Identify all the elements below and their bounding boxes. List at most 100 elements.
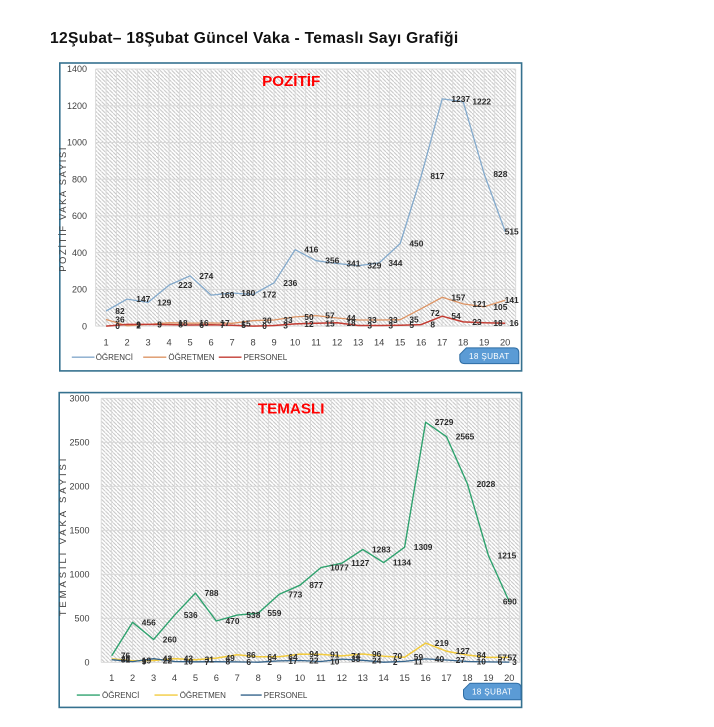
svg-text:6: 6 [246, 657, 251, 667]
svg-text:1500: 1500 [69, 526, 89, 536]
svg-text:470: 470 [226, 616, 240, 626]
svg-text:9: 9 [277, 673, 282, 683]
svg-text:2028: 2028 [477, 479, 496, 489]
svg-text:7: 7 [235, 673, 240, 683]
svg-text:1309: 1309 [414, 542, 433, 552]
svg-text:6: 6 [199, 320, 204, 330]
svg-text:356: 356 [325, 256, 339, 266]
svg-text:147: 147 [136, 294, 150, 304]
svg-text:16: 16 [420, 673, 430, 683]
svg-text:3: 3 [151, 673, 156, 683]
svg-text:2: 2 [393, 657, 398, 667]
svg-text:1237: 1237 [451, 94, 470, 104]
svg-text:22: 22 [163, 656, 173, 666]
svg-text:8: 8 [178, 320, 183, 330]
svg-text:11: 11 [414, 656, 423, 666]
svg-text:19: 19 [479, 338, 489, 348]
svg-text:20: 20 [504, 673, 514, 683]
svg-text:POZİTİF: POZİTİF [262, 73, 320, 90]
svg-text:10: 10 [330, 657, 340, 667]
svg-text:24: 24 [372, 655, 382, 665]
svg-text:800: 800 [72, 174, 87, 184]
svg-text:260: 260 [163, 635, 177, 645]
svg-text:ÖĞRETMEN: ÖĞRETMEN [168, 353, 214, 362]
svg-text:180: 180 [241, 288, 255, 298]
svg-text:172: 172 [262, 290, 276, 300]
svg-text:31: 31 [205, 655, 215, 665]
svg-text:6: 6 [214, 673, 219, 683]
svg-text:236: 236 [283, 278, 297, 288]
svg-text:49: 49 [226, 653, 236, 663]
svg-text:33: 33 [367, 315, 377, 325]
svg-text:17: 17 [437, 338, 447, 348]
svg-text:5: 5 [193, 673, 198, 683]
svg-text:10: 10 [295, 673, 305, 683]
svg-text:57: 57 [498, 652, 508, 662]
svg-text:200: 200 [72, 285, 87, 295]
svg-text:3: 3 [512, 657, 517, 667]
svg-text:17: 17 [288, 656, 298, 666]
svg-text:456: 456 [142, 617, 156, 627]
svg-text:7: 7 [230, 338, 235, 348]
svg-text:9: 9 [142, 657, 147, 667]
svg-text:15: 15 [325, 318, 335, 328]
svg-text:1127: 1127 [351, 558, 370, 568]
svg-text:17: 17 [441, 673, 451, 683]
svg-text:18 ŞUBAT: 18 ŞUBAT [472, 688, 512, 697]
svg-text:416: 416 [304, 245, 318, 255]
svg-text:30: 30 [262, 316, 272, 326]
svg-text:690: 690 [503, 597, 517, 607]
svg-text:PERSONEL: PERSONEL [244, 353, 288, 362]
svg-text:19: 19 [483, 673, 493, 683]
svg-text:11: 11 [311, 338, 321, 348]
svg-text:169: 169 [220, 290, 234, 300]
svg-text:2565: 2565 [456, 432, 475, 442]
svg-text:18: 18 [493, 318, 503, 328]
svg-text:1222: 1222 [472, 97, 491, 107]
svg-text:57: 57 [325, 311, 335, 321]
svg-text:15: 15 [241, 318, 251, 328]
svg-text:ÖĞRETMEN: ÖĞRETMEN [180, 691, 226, 700]
svg-text:43: 43 [184, 654, 194, 664]
svg-text:515: 515 [505, 227, 519, 237]
svg-text:8: 8 [251, 338, 256, 348]
svg-text:1000: 1000 [69, 570, 89, 580]
svg-text:0: 0 [262, 321, 267, 331]
svg-text:35: 35 [409, 315, 419, 325]
svg-text:538: 538 [246, 610, 260, 620]
svg-text:10: 10 [290, 338, 300, 348]
svg-text:86: 86 [246, 650, 256, 660]
svg-text:82: 82 [115, 306, 125, 316]
svg-text:2500: 2500 [69, 438, 89, 448]
svg-text:TEMASILI VAKA SAYISI: TEMASILI VAKA SAYISI [58, 456, 69, 617]
svg-text:15: 15 [399, 673, 409, 683]
svg-text:1200: 1200 [67, 101, 87, 111]
svg-text:157: 157 [451, 292, 465, 302]
svg-text:POZİTİF VAKA SAYISI: POZİTİF VAKA SAYISI [58, 146, 68, 272]
svg-text:18: 18 [178, 318, 188, 328]
svg-text:274: 274 [199, 271, 213, 281]
svg-text:13: 13 [358, 673, 368, 683]
svg-text:6: 6 [209, 338, 214, 348]
svg-text:22: 22 [309, 656, 319, 666]
svg-text:223: 223 [178, 280, 192, 290]
svg-text:3: 3 [367, 321, 372, 331]
svg-text:19: 19 [142, 656, 152, 666]
svg-text:8: 8 [256, 673, 261, 683]
svg-text:559: 559 [267, 608, 281, 618]
svg-text:1000: 1000 [67, 138, 87, 148]
svg-text:18 ŞUBAT: 18 ŞUBAT [469, 352, 509, 361]
svg-text:0: 0 [84, 658, 89, 668]
svg-text:40: 40 [435, 654, 445, 664]
svg-text:59: 59 [414, 652, 424, 662]
svg-text:536: 536 [184, 610, 198, 620]
svg-text:344: 344 [388, 258, 402, 268]
svg-text:18: 18 [462, 673, 472, 683]
svg-text:600: 600 [72, 211, 87, 221]
svg-text:2: 2 [267, 657, 272, 667]
svg-text:10: 10 [184, 657, 194, 667]
svg-text:11: 11 [316, 673, 326, 683]
svg-text:2: 2 [136, 321, 141, 331]
svg-text:5: 5 [188, 338, 193, 348]
svg-text:0: 0 [82, 321, 87, 331]
